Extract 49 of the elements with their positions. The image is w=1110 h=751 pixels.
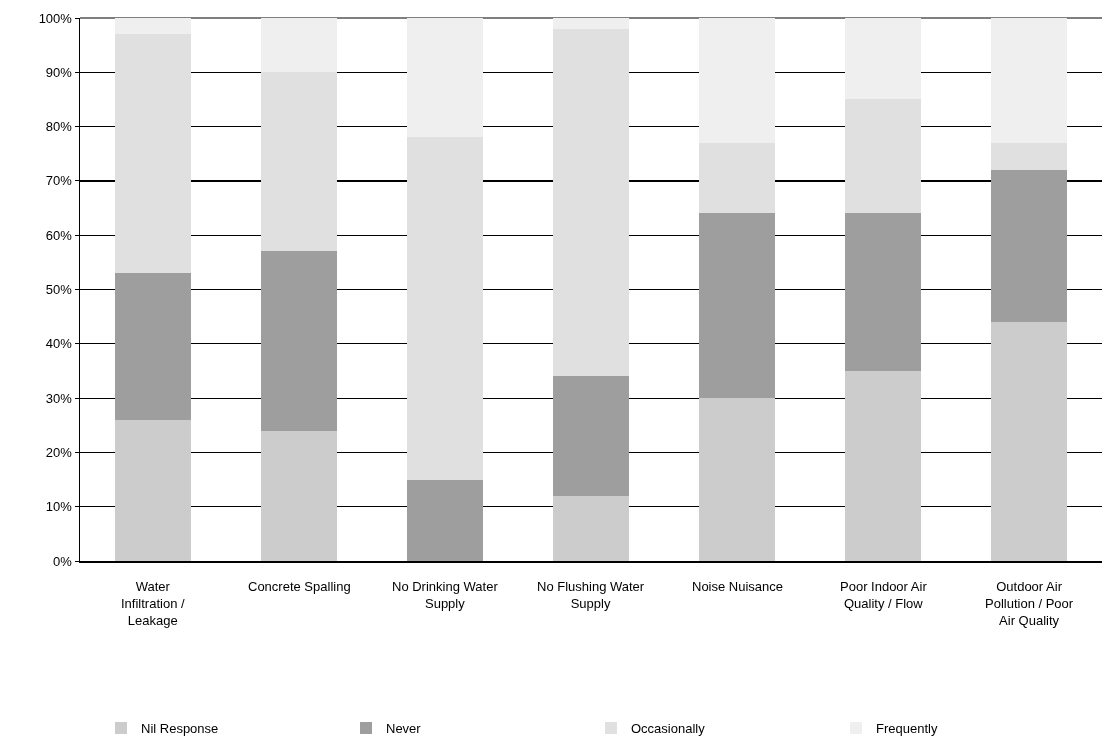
legend-label: Never <box>386 721 422 737</box>
x-tick-label: Noise Nuisance <box>692 579 784 594</box>
legend-label: Frequently <box>876 721 938 737</box>
y-tick-label: 90% <box>45 64 73 80</box>
legend-label: Nil Response <box>141 721 219 737</box>
bar <box>261 72 337 252</box>
y-tick-label: 80% <box>45 119 73 135</box>
y-tick-label: 50% <box>45 282 73 298</box>
bar <box>699 18 775 143</box>
x-tick-label: Concrete Spalling <box>248 579 351 594</box>
bar <box>553 495 629 561</box>
bar <box>553 28 629 377</box>
y-tick-label: 0% <box>53 553 73 569</box>
bar <box>261 18 337 73</box>
bar <box>115 34 191 274</box>
bar <box>407 479 483 561</box>
y-tick-label: 100% <box>38 10 73 26</box>
bar <box>991 18 1067 143</box>
bar <box>407 18 483 138</box>
bar <box>115 273 191 420</box>
x-tick-label: Poor Indoor Air Quality / Flow <box>840 579 928 611</box>
y-tick-label: 60% <box>45 227 73 243</box>
bar <box>699 142 775 214</box>
bar <box>115 18 191 35</box>
y-tick-label: 40% <box>45 336 73 352</box>
y-tick-label: 30% <box>45 390 73 406</box>
bar <box>553 18 629 29</box>
x-tick-label: Outdoor Air Pollution / Poor Air Quality <box>985 579 1074 628</box>
bar <box>699 213 775 399</box>
bar <box>991 142 1067 171</box>
bar <box>845 370 921 561</box>
y-tick-label: 20% <box>45 444 73 460</box>
bar <box>699 398 775 561</box>
bar <box>991 322 1067 561</box>
bar <box>845 99 921 214</box>
bar <box>845 18 921 100</box>
y-tick-label: 70% <box>45 173 73 189</box>
x-tick-label: No Drinking Water Supply <box>392 579 499 611</box>
bar <box>845 213 921 371</box>
bar <box>261 251 337 431</box>
bar <box>407 137 483 480</box>
bar <box>261 430 337 561</box>
bar <box>991 170 1067 323</box>
x-tick-label: Water Infiltration / Leakage <box>121 579 185 628</box>
legend-label: Occasionally <box>631 721 706 737</box>
x-tick-label: No Flushing Water Supply <box>537 579 645 611</box>
bar <box>553 376 629 496</box>
bar <box>115 419 191 561</box>
y-tick-label: 10% <box>45 499 73 515</box>
